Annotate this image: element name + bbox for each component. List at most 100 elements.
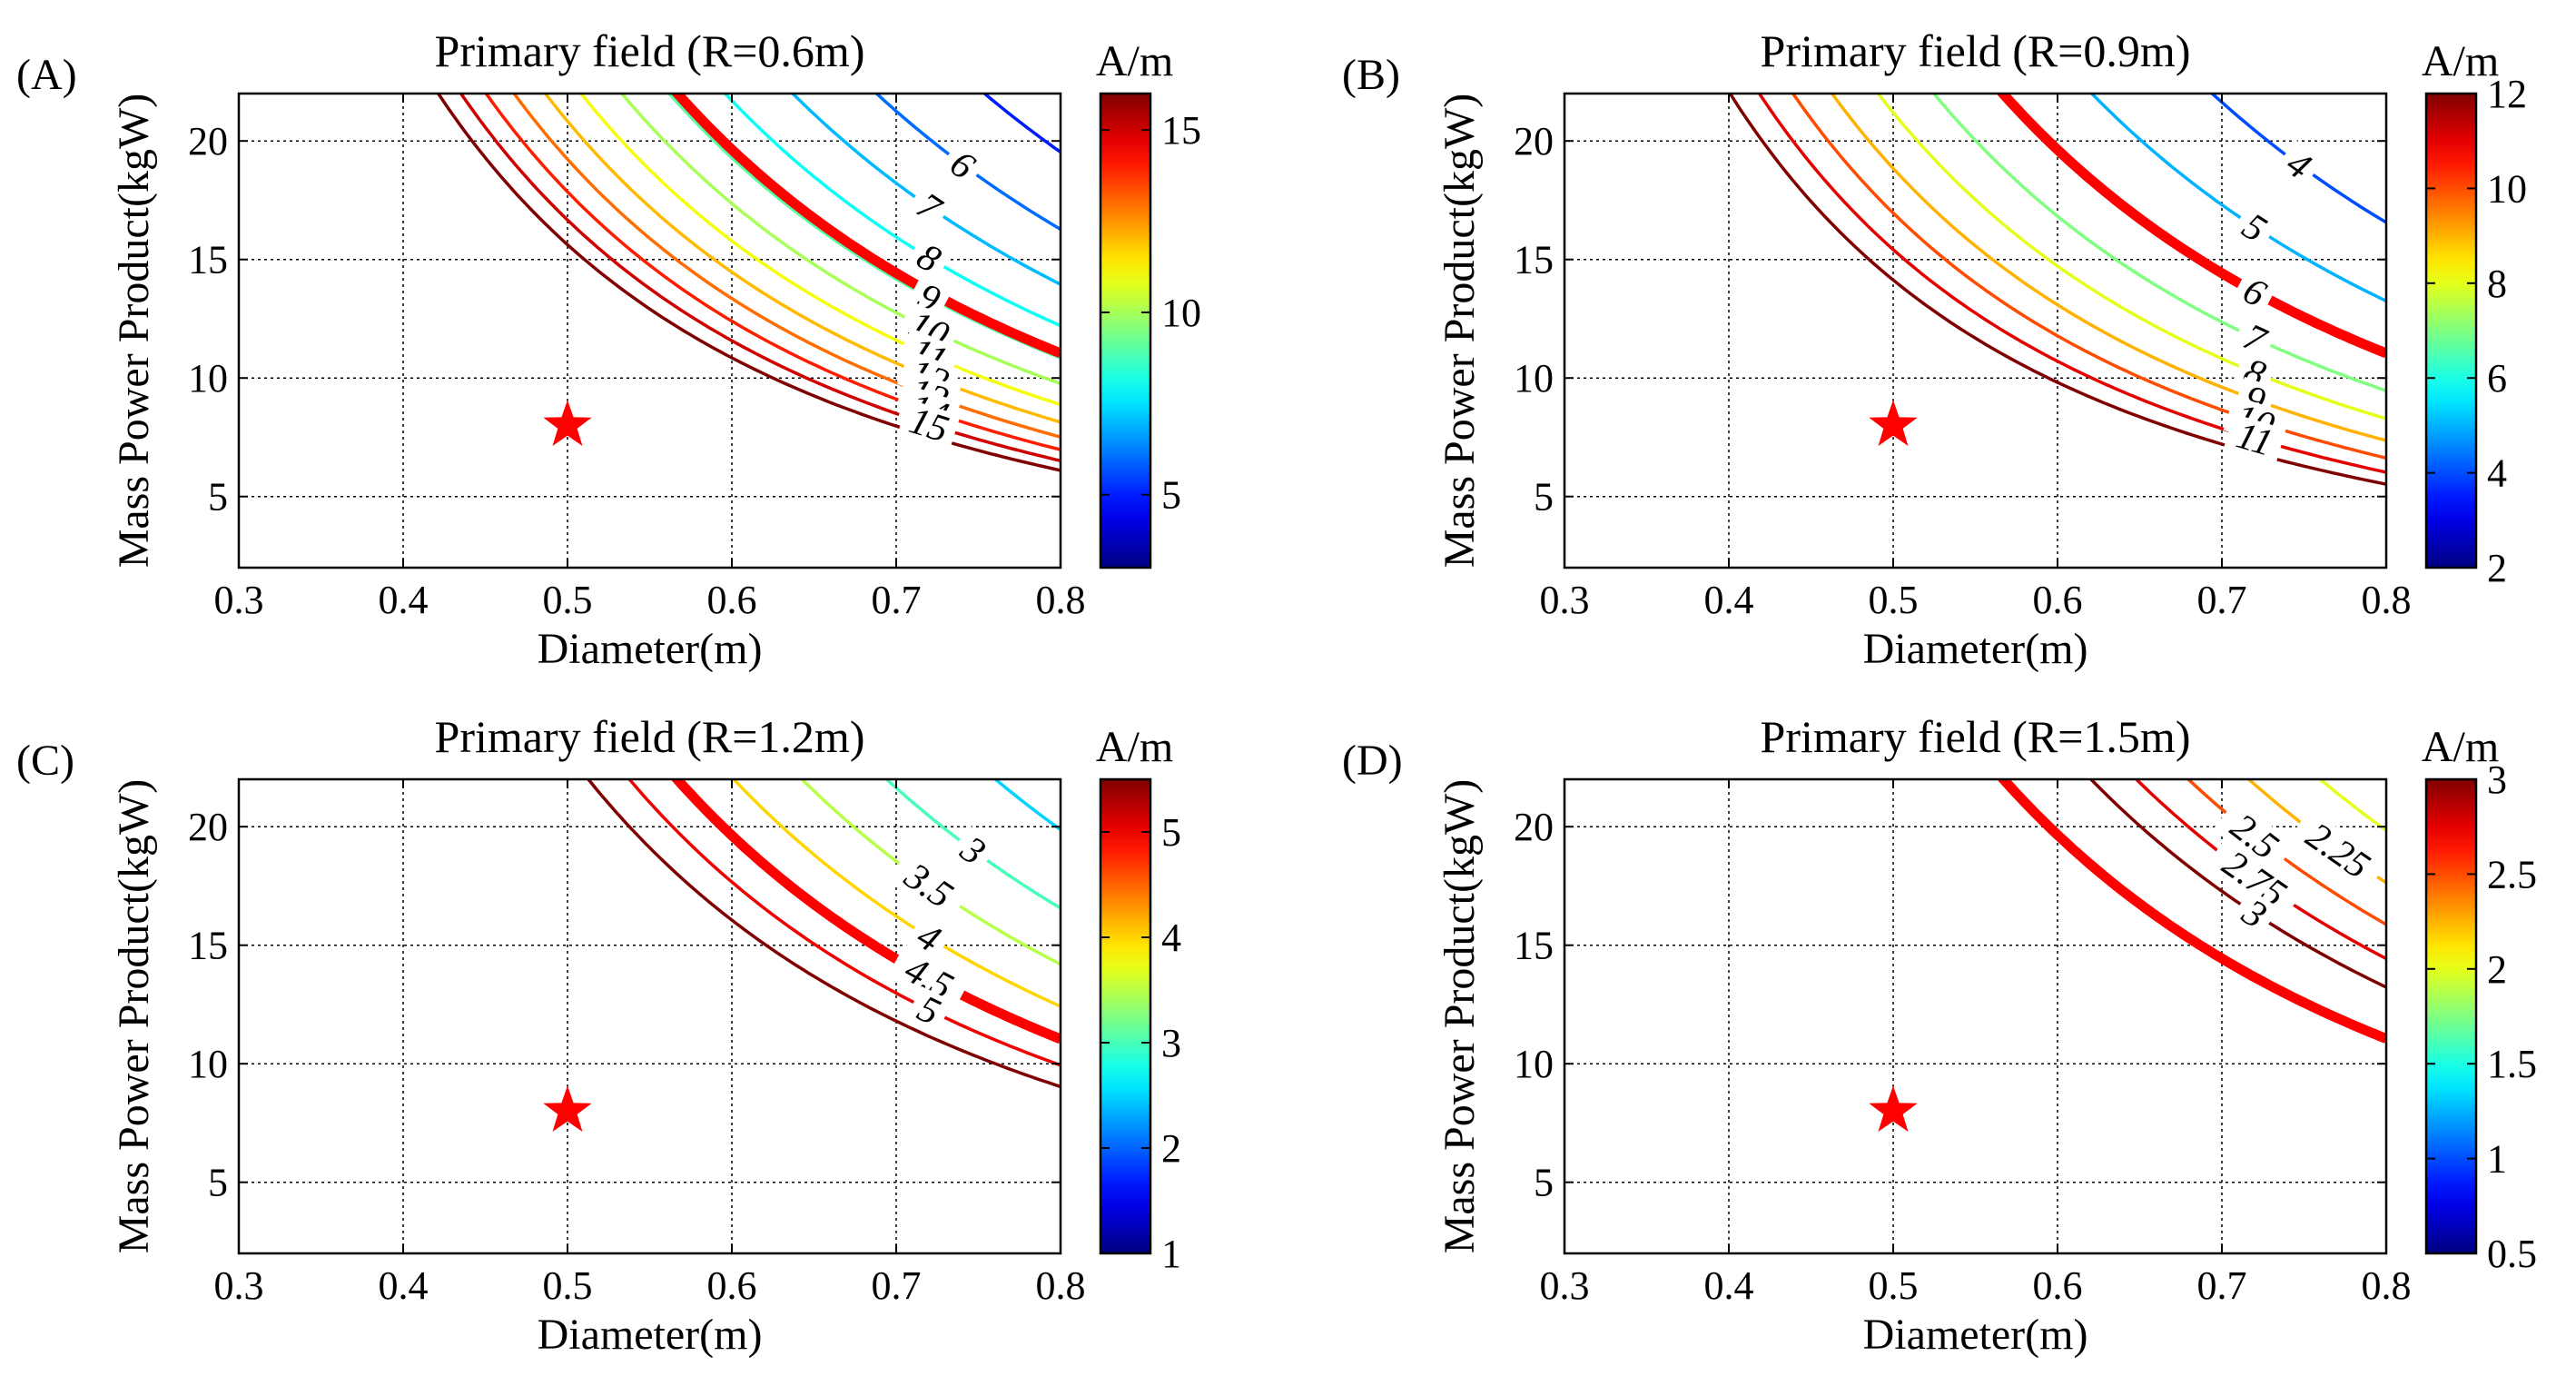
chart-panel-c: 33.544.550.3 0.4 0.5 0.6 0.7 0.85101520Primar… — [16, 711, 1181, 1359]
colorbar-unit-label: A/m — [1096, 37, 1173, 85]
chart-title: Primary field (R=1.5m) — [1761, 711, 2191, 762]
x-tick-label: 0.8 — [2362, 578, 2412, 622]
panel-label: (D) — [1342, 737, 1403, 785]
contour-label-bg — [2289, 808, 2386, 893]
contour-label-bg — [904, 233, 953, 282]
y-tick-label: 10 — [1514, 1042, 1554, 1086]
colorbar-tick-label: 10 — [2487, 166, 2527, 211]
colorbar-gradient — [1099, 92, 1152, 569]
y-tick-label: 5 — [208, 1161, 228, 1205]
contour-line — [586, 779, 1061, 1089]
y-tick-label: 5 — [1534, 1161, 1554, 1205]
x-tick-label: 0.5 — [1869, 1263, 1919, 1308]
chart-title: Primary field (R=0.6m) — [435, 25, 865, 76]
colorbar-tick-label: 12 — [2487, 72, 2527, 116]
x-tick-label: 0.3 — [1540, 578, 1590, 622]
contour-label-bg — [938, 139, 988, 190]
contour-line — [2134, 779, 2386, 961]
y-tick-label: 10 — [1514, 356, 1554, 401]
x-tick-label: 0.8 — [1036, 1263, 1086, 1308]
ticks: 0.3 0.4 0.5 0.6 0.7 0.8 5 10 15 20 — [1514, 94, 2412, 622]
x-axis-label: Diameter(m) — [538, 625, 763, 673]
y-axis-label: Mass Power Product(kgW) — [1436, 94, 1484, 569]
colorbar-gradient — [2424, 777, 2478, 1255]
colorbar-tick-label: 6 — [2487, 356, 2507, 401]
contour-label-bg — [887, 944, 971, 1012]
colorbar-gradient — [2424, 92, 2478, 569]
panel-label: (B) — [1342, 51, 1400, 99]
x-tick-label: 0.5 — [1869, 578, 1919, 622]
contour-label-bg — [948, 825, 999, 876]
contour-label-bg — [2274, 139, 2324, 190]
colorbar-unit-label: A/m — [2422, 37, 2499, 85]
colorbar: 1 2 3 4 5 A/m — [1096, 723, 1181, 1276]
panel-label: (A) — [16, 51, 77, 99]
panel-label: (C) — [16, 737, 74, 785]
grid — [1564, 94, 2386, 568]
y-axis-label: Mass Power Product(kgW) — [110, 779, 158, 1254]
colorbar-tick-label: 8 — [2487, 262, 2507, 306]
chart-title: Primary field (R=1.2m) — [435, 711, 865, 762]
contour-label-bg — [905, 985, 952, 1034]
ticks: 0.3 0.4 0.5 0.6 0.7 0.8 5 10 15 20 — [1514, 779, 2412, 1308]
chart-panel-a: 6789101112131415 0.3 0.4 0.5 0.6 0.7 0.8 5 10 15 2… — [16, 25, 1201, 673]
contour-label-bg — [2230, 203, 2279, 252]
colorbar-tick-label: 1 — [1161, 1232, 1181, 1276]
contour-label-bg — [888, 849, 971, 922]
contour-label-bg — [2223, 413, 2286, 464]
colorbar-tick-label: 2 — [2487, 546, 2507, 590]
colorbar-tick-label: 3 — [2487, 757, 2507, 802]
colorbar-tick-label: 4 — [2487, 451, 2507, 496]
x-tick-label: 0.4 — [1704, 1263, 1754, 1308]
ticks: 0.3 0.4 0.5 0.6 0.7 0.8 5 10 15 20 — [188, 94, 1086, 622]
x-tick-label: 0.3 — [214, 1263, 264, 1308]
colorbar-tick-label: 3 — [1161, 1021, 1181, 1065]
marker-star — [1869, 400, 1918, 447]
x-tick-label: 0.6 — [2033, 1263, 2083, 1308]
x-tick-label: 0.4 — [379, 578, 429, 622]
axes-frame — [1563, 777, 2388, 1255]
colorbar-tick-label: 15 — [1161, 108, 1201, 153]
x-tick-label: 0.6 — [707, 578, 757, 622]
colorbar-tick-label: 1.5 — [2487, 1042, 2537, 1086]
y-tick-label: 20 — [188, 805, 228, 849]
x-tick-label: 0.3 — [214, 578, 264, 622]
contour-label-bg — [2231, 314, 2278, 362]
marker-star — [543, 400, 592, 447]
colorbar-unit-label: A/m — [2422, 723, 2499, 771]
x-tick-label: 0.8 — [2362, 1263, 2412, 1308]
x-tick-label: 0.7 — [872, 1263, 922, 1308]
contour-line — [2209, 94, 2386, 224]
x-tick-label: 0.7 — [2197, 578, 2247, 622]
x-axis-label: Diameter(m) — [1863, 1311, 2088, 1359]
x-tick-label: 0.5 — [543, 1263, 593, 1308]
grid — [239, 779, 1061, 1253]
y-tick-label: 20 — [1514, 805, 1554, 849]
contour-line — [873, 94, 1061, 231]
colorbar-tick-label: 4 — [1161, 916, 1181, 960]
chart-panel-b: 4567891011 0.3 0.4 0.5 0.6 0.7 0.8 5 10 15 20 Prima… — [1342, 25, 2527, 673]
contour-label-bg — [2214, 798, 2295, 874]
highlight-contour — [1997, 779, 2386, 1044]
x-tick-label: 0.7 — [872, 578, 922, 622]
x-tick-label: 0.4 — [379, 1263, 429, 1308]
contour-label-bg — [2231, 267, 2279, 317]
colorbar-tick-label: 5 — [1161, 473, 1181, 518]
colorbar-tick-label: 2 — [1161, 1126, 1181, 1171]
x-tick-label: 0.6 — [2033, 578, 2083, 622]
x-tick-label: 0.4 — [1704, 578, 1754, 622]
colorbar-tick-label: 1 — [2487, 1137, 2507, 1182]
y-tick-label: 20 — [1514, 119, 1554, 163]
colorbar-gradient — [1099, 777, 1152, 1255]
chart-title: Primary field (R=0.9m) — [1761, 25, 2191, 76]
y-tick-label: 10 — [188, 356, 228, 401]
colorbar: 5 10 15 A/m — [1096, 37, 1201, 569]
colorbar-tick-label: 2.5 — [2487, 852, 2537, 896]
y-tick-label: 10 — [188, 1042, 228, 1086]
colorbar-tick-label: 5 — [1161, 810, 1181, 855]
contour-line — [731, 779, 1061, 1008]
y-tick-label: 15 — [1514, 238, 1554, 282]
x-tick-label: 0.5 — [543, 578, 593, 622]
marker-star — [543, 1085, 592, 1133]
y-tick-label: 5 — [1534, 475, 1554, 520]
